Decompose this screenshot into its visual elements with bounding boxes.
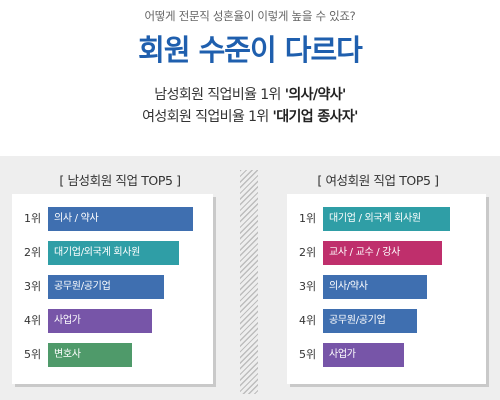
male-bar: 사업가 bbox=[48, 309, 152, 333]
male-stat: 남성회원 직업비율 1위 '의사/약사' bbox=[0, 84, 500, 104]
female-rank-label: 5위 bbox=[299, 348, 317, 361]
female-rank-label: 2위 bbox=[299, 246, 317, 259]
male-rank-label: 4위 bbox=[24, 314, 42, 327]
female-stat: 여성회원 직업비율 1위 '대기업 종사자' bbox=[0, 106, 500, 126]
male-bar: 의사 / 약사 bbox=[48, 207, 193, 231]
male-bar: 변호사 bbox=[48, 343, 132, 367]
male-rank-label: 2위 bbox=[24, 246, 42, 259]
female-row-5: 5위 사업가 bbox=[287, 343, 486, 367]
male-row-2: 2위 대기업/외국계 회사원 bbox=[12, 241, 213, 265]
male-chart-card: 1위 의사 / 약사 2위 대기업/외국계 회사원 3위 공무원/공기업 4위 사업가 5위 변호… bbox=[12, 194, 213, 384]
male-row-4: 4위 사업가 bbox=[12, 309, 213, 333]
male-bar-label: 사업가 bbox=[54, 315, 81, 326]
male-bar-label: 변호사 bbox=[54, 349, 81, 360]
female-row-1: 1위 대기업 / 외국계 회사원 bbox=[287, 207, 486, 231]
female-rank-label: 4위 bbox=[299, 314, 317, 327]
female-bar-label: 사업가 bbox=[329, 349, 356, 360]
kicker-text: 어떻게 전문직 성혼율이 이렇게 높을 수 있죠? bbox=[144, 9, 356, 23]
male-stat-prefix: 남성회원 직업비율 1위 bbox=[154, 87, 285, 103]
male-bar-label: 의사 / 약사 bbox=[54, 213, 99, 224]
female-bar: 공무원/공기업 bbox=[323, 309, 417, 333]
female-stat-prefix: 여성회원 직업비율 1위 bbox=[142, 109, 273, 125]
female-row-2: 2위 교사 / 교수 / 강사 bbox=[287, 241, 486, 265]
male-bar-label: 대기업/외국계 회사원 bbox=[54, 247, 141, 258]
female-bar-label: 교사 / 교수 / 강사 bbox=[329, 247, 401, 258]
female-bar-label: 의사/약사 bbox=[329, 281, 368, 292]
male-row-1: 1위 의사 / 약사 bbox=[12, 207, 213, 231]
female-bar: 대기업 / 외국계 회사원 bbox=[323, 207, 450, 231]
male-stat-value: '의사/약사' bbox=[284, 87, 347, 103]
male-rank-label: 3위 bbox=[24, 280, 42, 293]
female-chart-title: [ 여성회원 직업 TOP5 ] bbox=[317, 173, 439, 188]
female-row-3: 3위 의사/약사 bbox=[287, 275, 486, 299]
female-chart-card: 1위 대기업 / 외국계 회사원 2위 교사 / 교수 / 강사 3위 의사/약사 4위 공무… bbox=[287, 194, 486, 384]
female-row-4: 4위 공무원/공기업 bbox=[287, 309, 486, 333]
female-stat-value: '대기업 종사자' bbox=[272, 109, 359, 125]
hatched-divider bbox=[240, 170, 258, 394]
female-bar: 교사 / 교수 / 강사 bbox=[323, 241, 442, 265]
header: 어떻게 전문직 성혼율이 이렇게 높을 수 있죠? 회원 수준이 다르다 남성회… bbox=[0, 0, 500, 156]
male-row-3: 3위 공무원/공기업 bbox=[12, 275, 213, 299]
female-bar: 사업가 bbox=[323, 343, 404, 367]
male-rank-label: 1위 bbox=[24, 212, 42, 225]
male-bar: 공무원/공기업 bbox=[48, 275, 164, 299]
male-chart-title: [ 남성회원 직업 TOP5 ] bbox=[59, 173, 181, 188]
female-bar: 의사/약사 bbox=[323, 275, 427, 299]
female-bar-label: 대기업 / 외국계 회사원 bbox=[329, 213, 421, 224]
male-row-5: 5위 변호사 bbox=[12, 343, 213, 367]
headline: 회원 수준이 다르다 bbox=[138, 33, 363, 67]
female-bar-label: 공무원/공기업 bbox=[329, 315, 386, 326]
charts-area: [ 남성회원 직업 TOP5 ] [ 여성회원 직업 TOP5 ] 1위 의사 /… bbox=[0, 156, 500, 400]
male-bar-label: 공무원/공기업 bbox=[54, 281, 111, 292]
female-rank-label: 1위 bbox=[299, 212, 317, 225]
male-bar: 대기업/외국계 회사원 bbox=[48, 241, 179, 265]
female-rank-label: 3위 bbox=[299, 280, 317, 293]
male-rank-label: 5위 bbox=[24, 348, 42, 361]
